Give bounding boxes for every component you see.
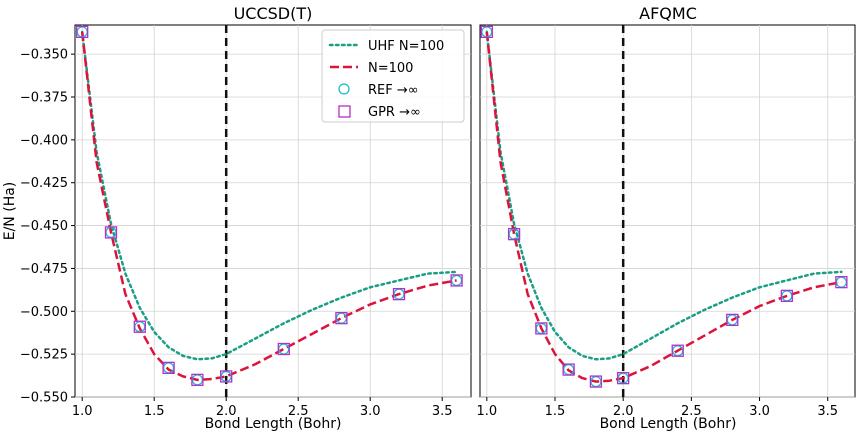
legend-label-uhf: UHF N=100 (368, 39, 444, 54)
legend-entry-uhf: UHF N=100 (328, 39, 444, 54)
gpr-marker (162, 361, 175, 375)
gpr-marker (133, 320, 146, 333)
x-tick-label: 1.0 (72, 404, 93, 419)
y-tick-label: −0.425 (20, 176, 68, 191)
gpr-marker (220, 370, 233, 383)
plot-frame (479, 24, 856, 398)
y-tick-label: −0.525 (20, 348, 68, 363)
y-ticks: −0.350 −0.375 −0.400 −0.425 −0.450 −0.475 −0.5… (20, 48, 75, 406)
y-tick-label: −0.400 (20, 133, 68, 148)
series-line-n100 (485, 31, 842, 383)
gpr-marker (671, 344, 684, 357)
x-tick-label: 1.0 (476, 404, 497, 419)
ref-marker (278, 343, 290, 355)
series-line-uhf (80, 30, 458, 361)
legend-entry-n100: N=100 (330, 61, 413, 76)
y-tick-label: −0.475 (20, 262, 68, 277)
panel-afqmc: 1.0 1.5 2.0 2.5 3.0 3.5 AFQMC Bond Length (Bo… (476, 4, 856, 432)
panel-title: AFQMC (639, 4, 697, 23)
x-tick-label: 1.5 (144, 404, 165, 419)
x-ticks: 1.0 1.5 2.0 2.5 3.0 3.5 (72, 397, 453, 419)
x-tick-label: 2.0 (216, 404, 237, 419)
x-tick-label: 3.0 (749, 404, 770, 419)
ref-marker (335, 312, 348, 324)
series-markers (76, 25, 463, 387)
x-tick-label: 3.5 (432, 404, 453, 419)
gpr-marker (191, 373, 204, 387)
gpr-marker (76, 25, 89, 39)
grid (480, 25, 855, 398)
x-tick-label: 3.5 (817, 404, 838, 419)
gpr-marker (392, 287, 406, 301)
gpr-marker (562, 363, 575, 376)
gpr-marker (726, 313, 739, 327)
legend-swatch-ref (338, 83, 350, 95)
panel-uccsdt: 1.0 1.5 2.0 2.5 3.0 3.5 −0.350−0.375−0.400−0.… (2, 4, 472, 432)
y-tick-label: −0.550 (20, 391, 68, 406)
legend-label-ref: REF →∞ (368, 83, 419, 98)
x-tick-label: 2.5 (288, 404, 309, 419)
y-tick-label: −0.450 (20, 219, 68, 234)
y-tick-label: −0.500 (20, 305, 68, 320)
series-line-n100 (80, 31, 457, 382)
legend-label-gpr: GPR →∞ (368, 105, 421, 120)
panel-title: UCCSD(T) (234, 4, 313, 23)
x-tick-label: 1.5 (545, 404, 566, 419)
gpr-marker (617, 371, 630, 385)
legend-box (321, 29, 465, 123)
series-markers (480, 25, 848, 388)
gpr-marker (780, 289, 793, 303)
x-axis-label: Bond Length (Bohr) (600, 416, 737, 432)
y-axis-label: E/N (Ha) (2, 182, 18, 241)
x-ticks: 1.0 1.5 2.0 2.5 3.0 3.5 (476, 397, 838, 419)
gpr-marker (589, 375, 603, 388)
x-axis-label: Bond Length (Bohr) (205, 416, 342, 432)
gpr-marker (835, 275, 848, 289)
gpr-marker (277, 342, 290, 356)
x-tick-label: 3.0 (360, 404, 381, 419)
gpr-marker (335, 311, 348, 325)
gpr-marker (507, 227, 521, 241)
gpr-marker (450, 274, 463, 287)
gpr-marker (480, 25, 493, 39)
legend-swatch-gpr (338, 105, 351, 118)
series-line-uhf (485, 30, 843, 361)
legend-label-n100: N=100 (368, 61, 413, 76)
x-tick-label: 2.5 (681, 404, 702, 419)
y-tick-label: −0.375 (20, 91, 68, 106)
series-lines (485, 30, 843, 383)
x-tick-label: 2.0 (613, 404, 634, 419)
legend: UHF N=100 N=100 REF →∞ GPR →∞ (321, 29, 465, 123)
legend-entry-ref: REF →∞ (338, 83, 419, 98)
gpr-marker (104, 226, 118, 239)
gpr-marker (535, 322, 548, 335)
y-tick-label: −0.350 (20, 48, 68, 63)
series-lines (80, 30, 458, 382)
legend-entry-gpr: GPR →∞ (338, 105, 421, 120)
